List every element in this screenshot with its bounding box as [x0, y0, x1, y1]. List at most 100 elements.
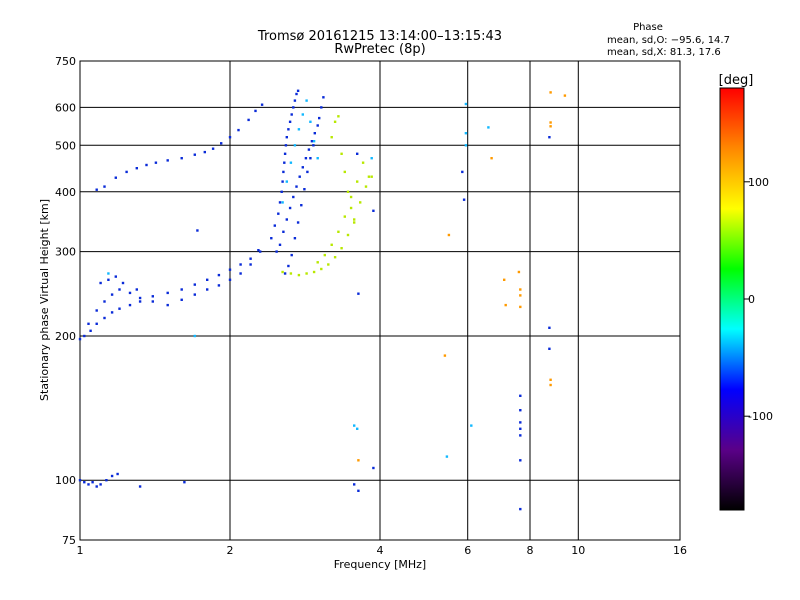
data-point: [312, 144, 315, 147]
data-point: [247, 118, 250, 122]
data-point: [277, 212, 280, 215]
data-point: [285, 136, 288, 139]
data-point: [292, 106, 295, 109]
data-point: [290, 113, 293, 116]
data-point: [83, 481, 86, 484]
data-point: [135, 288, 138, 291]
data-point: [166, 291, 169, 295]
data-point: [78, 337, 82, 341]
chart-title: Tromsø 20161215 13:14:00–13:15:43: [257, 29, 502, 44]
data-point: [203, 150, 206, 154]
data-point: [280, 190, 283, 193]
data-point: [519, 294, 522, 297]
x-axis-label: Frequency [MHz]: [334, 558, 426, 571]
data-point: [353, 424, 356, 427]
data-point: [91, 481, 94, 484]
data-point: [275, 250, 278, 253]
data-point: [357, 459, 360, 462]
data-point: [340, 247, 343, 250]
data-point: [464, 132, 468, 135]
data-point: [304, 157, 308, 160]
data-point: [357, 489, 360, 492]
data-point: [128, 303, 132, 307]
data-point: [549, 91, 552, 94]
data-point: [337, 115, 340, 118]
data-point: [519, 288, 522, 291]
data-point: [293, 144, 297, 147]
data-point: [519, 305, 522, 309]
data-point: [487, 126, 490, 129]
data-point: [154, 161, 158, 164]
data-point: [95, 309, 98, 312]
data-point: [103, 300, 106, 303]
y-tick-label: 400: [55, 186, 76, 199]
data-point: [519, 394, 522, 397]
data-point: [270, 237, 273, 240]
data-point: [118, 288, 121, 291]
data-point: [138, 300, 142, 303]
data-point: [281, 201, 284, 204]
data-point: [193, 283, 196, 286]
chart-subtitle: RwPretec (8p): [334, 42, 425, 57]
data-point: [180, 288, 183, 291]
data-point: [461, 170, 464, 174]
data-point: [287, 264, 290, 268]
x-tick-label: 4: [377, 544, 384, 557]
data-point: [464, 102, 468, 106]
data-point: [128, 291, 132, 295]
data-point: [323, 253, 326, 257]
data-point: [282, 230, 285, 233]
data-point: [183, 481, 186, 484]
colorbar-tick-label: 0: [748, 293, 755, 306]
data-point: [300, 204, 303, 207]
data-point: [125, 170, 128, 174]
data-point: [283, 161, 286, 164]
data-point: [357, 292, 360, 295]
data-point: [305, 272, 308, 275]
data-point: [306, 170, 309, 174]
data-point: [151, 300, 154, 303]
data-point: [87, 322, 90, 325]
data-point: [548, 136, 551, 139]
data-point: [563, 94, 567, 97]
data-point: [260, 103, 264, 106]
data-point: [519, 427, 522, 430]
data-point: [249, 257, 252, 260]
data-point: [138, 485, 142, 488]
data-point: [548, 326, 551, 329]
data-point: [99, 483, 102, 486]
data-point: [282, 170, 285, 174]
data-point: [372, 209, 375, 212]
data-point: [293, 99, 297, 102]
colorbar-label: [deg]: [719, 73, 754, 88]
x-tick-label: 10: [571, 544, 585, 557]
x-tick-label: 8: [527, 544, 534, 557]
y-tick-label: 600: [55, 101, 76, 114]
data-point: [288, 206, 292, 210]
data-point: [490, 157, 493, 160]
data-point: [287, 128, 290, 131]
data-point: [83, 334, 86, 338]
data-point: [281, 270, 284, 274]
data-point: [356, 427, 359, 430]
data-point: [206, 278, 209, 281]
data-point: [289, 161, 293, 164]
data-point: [356, 180, 359, 183]
data-point: [103, 316, 106, 320]
x-tick-label: 6: [464, 544, 471, 557]
data-point: [285, 180, 288, 183]
data-point: [322, 96, 325, 99]
data-point: [95, 188, 98, 191]
data-point: [549, 125, 552, 128]
data-point: [273, 224, 276, 227]
data-point: [548, 347, 551, 350]
data-point: [519, 459, 522, 462]
data-point: [361, 161, 365, 164]
data-point: [364, 185, 368, 188]
colorbar-tick-label: 100: [748, 176, 769, 189]
data-point: [320, 267, 323, 271]
data-point: [166, 303, 169, 307]
data-point: [295, 92, 298, 96]
data-point: [284, 144, 288, 147]
